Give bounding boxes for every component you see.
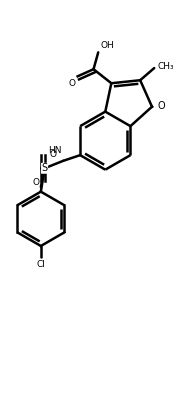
Text: Cl: Cl bbox=[36, 260, 45, 269]
Text: CH₃: CH₃ bbox=[158, 62, 175, 71]
Text: S: S bbox=[42, 163, 48, 173]
Text: O: O bbox=[69, 79, 75, 88]
Text: O: O bbox=[49, 150, 56, 159]
Text: OH: OH bbox=[100, 42, 114, 50]
Text: O: O bbox=[33, 178, 40, 187]
Text: O: O bbox=[158, 101, 165, 111]
Text: HN: HN bbox=[48, 146, 61, 155]
